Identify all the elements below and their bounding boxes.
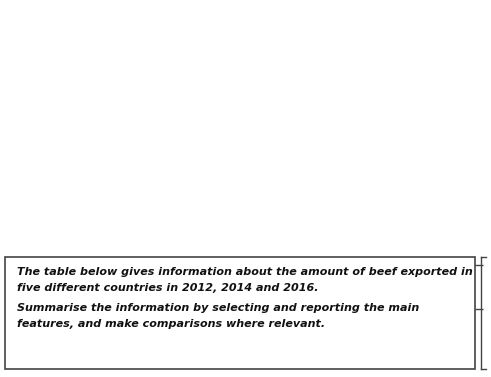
Bar	[5, 257, 475, 369]
Text: five different countries in 2012, 2014 and 2016.: five different countries in 2012, 2014 a…	[17, 283, 319, 293]
Text: features, and make comparisons where relevant.: features, and make comparisons where rel…	[17, 319, 325, 329]
Text: Summarise the information by selecting and reporting the main: Summarise the information by selecting a…	[17, 303, 419, 313]
Text: The table below gives information about the amount of beef exported in: The table below gives information about …	[17, 267, 473, 277]
